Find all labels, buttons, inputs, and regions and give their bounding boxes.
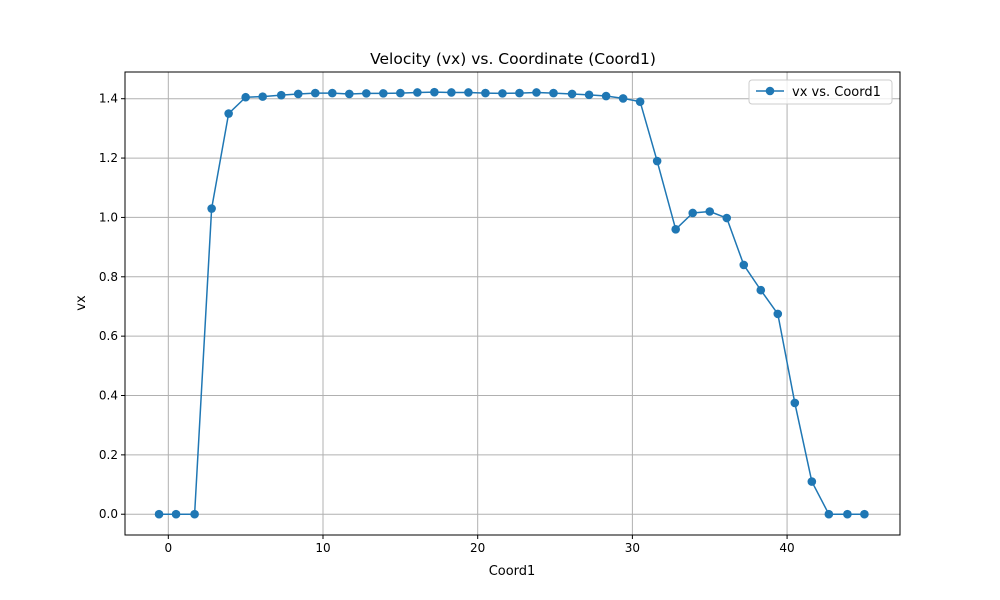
data-point	[671, 225, 680, 234]
data-point	[327, 88, 337, 98]
data-point	[843, 509, 852, 519]
x-tick-label: 40	[779, 541, 794, 555]
data-point	[532, 88, 541, 97]
grid	[125, 72, 900, 535]
x-tick-label: 0	[164, 541, 172, 555]
chart-title: Velocity (vx) vs. Coordinate (Coord1)	[370, 50, 656, 68]
data-point	[601, 91, 611, 101]
x-tick-label: 30	[625, 541, 640, 555]
data-point	[807, 477, 817, 486]
data-point	[584, 90, 594, 100]
data-point	[515, 88, 524, 98]
y-tick-label: 1.2	[99, 151, 118, 165]
legend: vx vs. Coord1	[748, 79, 893, 105]
y-tick-label: 1.4	[99, 92, 118, 106]
data-point	[430, 87, 439, 97]
data-point	[293, 89, 303, 99]
data-point	[464, 88, 473, 97]
y-tick-label: 0.8	[99, 270, 118, 284]
data-point	[224, 109, 233, 118]
data-point	[860, 509, 869, 519]
data-point	[618, 94, 628, 103]
y-axis-title: vx	[74, 295, 89, 311]
data-point	[498, 89, 507, 98]
data-point	[790, 398, 800, 408]
data-point	[773, 309, 783, 319]
data-point	[652, 156, 662, 166]
x-tick-label: 10	[315, 541, 330, 555]
data-point	[310, 88, 320, 98]
data-point	[549, 88, 558, 98]
data-point	[396, 88, 405, 98]
data-point	[756, 285, 766, 295]
data-point	[241, 92, 250, 102]
data-point	[379, 89, 388, 98]
x-tick-label: 20	[470, 541, 485, 555]
y-tick-label: 0.2	[99, 448, 118, 462]
legend-marker-swatch	[765, 86, 775, 96]
x-axis-title: Coord1	[489, 564, 536, 579]
data-point	[413, 88, 422, 97]
data-point	[154, 509, 164, 519]
y-tick-label: 0.0	[99, 507, 118, 521]
data-point	[171, 509, 181, 519]
data-point	[739, 260, 749, 270]
data-point	[276, 90, 286, 100]
y-tick-label: 0.6	[99, 329, 118, 343]
y-tick-label: 1.0	[99, 210, 118, 224]
data-point	[705, 207, 715, 216]
data-point	[447, 88, 456, 97]
data-point	[481, 88, 490, 98]
series-layer	[154, 87, 869, 519]
data-point	[207, 204, 216, 213]
data-point	[567, 89, 577, 99]
data-point	[824, 509, 834, 519]
y-tick-label: 0.4	[99, 389, 118, 403]
legend-label: vx vs. Coord1	[792, 85, 881, 100]
data-point	[345, 89, 354, 99]
data-point	[688, 208, 698, 218]
data-point	[258, 92, 267, 101]
data-point	[190, 509, 199, 519]
data-point	[635, 97, 645, 106]
plot-frame	[124, 71, 901, 536]
legend-box	[748, 79, 893, 105]
data-point	[722, 213, 732, 223]
tick-layer: 0 10 20 30 40 0.0 0.2 0.4 0.6 0.8 1.0 1.2 1.4	[99, 92, 795, 555]
data-point	[362, 89, 371, 98]
